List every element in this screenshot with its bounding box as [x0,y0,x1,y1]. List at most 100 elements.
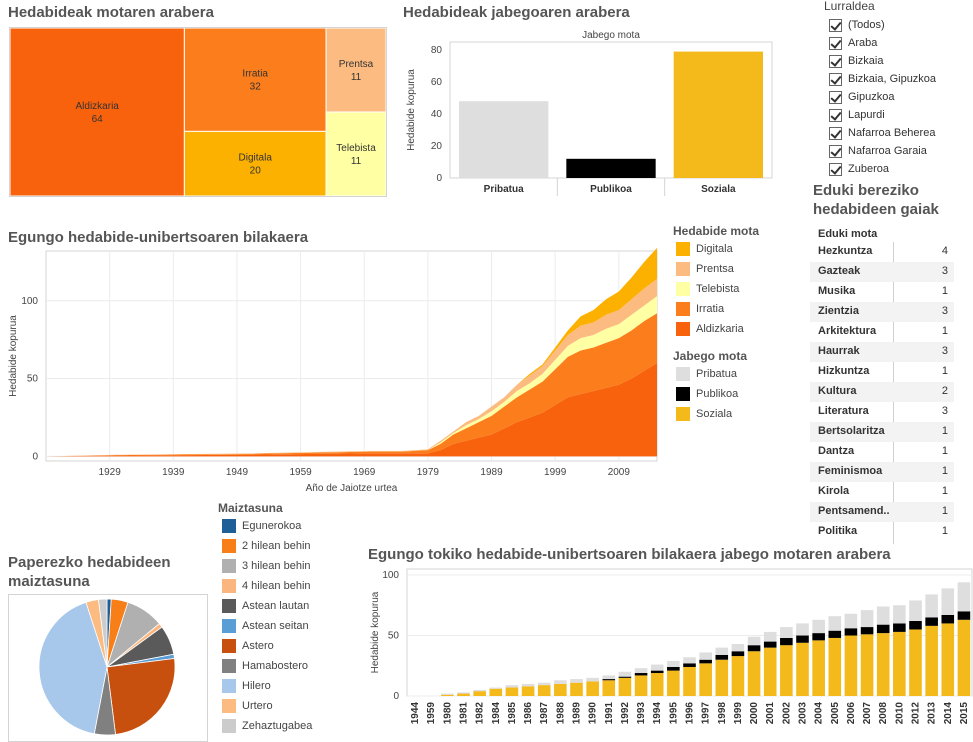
region-filter-item[interactable]: (Todos) [829,16,885,34]
checkbox-checked-icon[interactable] [829,108,842,122]
local-bar-soziala[interactable] [780,645,793,696]
region-filter-item[interactable]: Lapurdi [829,106,885,124]
region-filter-item[interactable]: Araba [829,34,877,52]
local-bar-pribatua[interactable] [812,619,825,634]
ownership-bar-publikoa[interactable] [566,158,656,178]
local-bar-soziala[interactable] [796,642,809,696]
local-bar-soziala[interactable] [747,651,761,696]
local-bar-soziala[interactable] [521,686,535,696]
local-bar-soziala[interactable] [893,631,906,696]
local-bar-publikoa[interactable] [699,659,712,664]
evolution-area-irratia[interactable] [46,313,657,457]
local-bar-pribatua[interactable] [893,605,906,624]
local-bar-soziala[interactable] [715,659,729,696]
region-filter-item[interactable]: Nafarroa Beherea [829,124,935,142]
local-bar-pribatua[interactable] [860,610,874,628]
checkbox-checked-icon[interactable] [829,72,842,86]
local-bar-pribatua[interactable] [715,647,729,655]
local-bar-pribatua[interactable] [618,671,632,677]
local-bar-publikoa[interactable] [667,666,680,671]
ownership-chart[interactable]: Jabego mota 0 20 40 60 80 Hedabide kopurua Prib… [400,26,780,196]
checkbox-checked-icon[interactable] [829,162,842,176]
local-bar-pribatua[interactable] [489,687,503,689]
local-bar-pribatua[interactable] [941,588,955,615]
local-bar-soziala[interactable] [763,647,777,696]
local-bar-soziala[interactable] [473,691,486,696]
local-bar-publikoa[interactable] [941,614,955,624]
checkbox-checked-icon[interactable] [829,144,842,158]
local-bar-pribatua[interactable] [780,627,793,638]
local-bar-pribatua[interactable] [537,682,551,686]
local-bar-publikoa[interactable] [925,617,938,626]
region-filter-item[interactable]: Zuberoa [829,160,889,178]
ownership-bar-soziala[interactable] [673,51,763,178]
local-bar-publikoa[interactable] [602,679,616,681]
treemap-chart[interactable]: Aldizkaria 64 Irratia 32 Digitala 20 Prentsa 11… [10,28,386,196]
pie-slice-zehaztugabea[interactable] [98,598,108,668]
local-bar-pribatua[interactable] [602,675,616,680]
local-bar-pribatua[interactable] [909,600,922,622]
local-bar-publikoa[interactable] [828,630,842,638]
local-bar-soziala[interactable] [554,683,567,696]
local-bar-pribatua[interactable] [667,660,680,667]
local-bar-soziala[interactable] [634,675,648,696]
local-bar-soziala[interactable] [602,680,616,696]
evolution-chart[interactable]: 1929 1939 1949 1959 1969 1979 1989 1999 2009 0 50 1… [0,246,660,496]
local-bar-soziala[interactable] [812,640,825,696]
local-bar-publikoa[interactable] [634,673,648,676]
local-bar-soziala[interactable] [957,619,971,696]
evolution-area-aldizkaria[interactable] [46,363,657,457]
local-bar-publikoa[interactable] [715,654,729,660]
local-bar-publikoa[interactable] [731,651,745,657]
local-bar-publikoa[interactable] [796,635,809,643]
checkbox-checked-icon[interactable] [829,54,842,68]
local-bar-pribatua[interactable] [683,657,696,664]
local-bar-soziala[interactable] [941,623,955,696]
local-bar-publikoa[interactable] [812,633,825,641]
local-bar-pribatua[interactable] [473,689,486,692]
local-bar-publikoa[interactable] [876,624,890,634]
local-bar-publikoa[interactable] [909,621,922,630]
local-bar-pribatua[interactable] [441,693,454,695]
treemap-cell-telebista[interactable] [325,111,386,196]
local-bar-publikoa[interactable] [763,641,777,648]
ownership-bar-pribatua[interactable] [459,101,549,178]
local-bar-pribatua[interactable] [763,631,777,642]
local-bar-pribatua[interactable] [796,623,809,636]
local-bar-publikoa[interactable] [747,645,761,652]
local-bar-pribatua[interactable] [521,683,535,687]
local-bar-publikoa[interactable] [650,670,664,674]
local-bar-soziala[interactable] [828,637,842,696]
checkbox-checked-icon[interactable] [829,90,842,104]
local-bar-pribatua[interactable] [844,613,858,629]
local-bar-soziala[interactable] [537,685,551,696]
treemap-cell-digitala[interactable] [183,130,327,196]
local-bar-pribatua[interactable] [554,680,567,684]
local-bar-soziala[interactable] [909,629,922,696]
local-bar-soziala[interactable] [844,635,858,696]
region-filter-item[interactable]: Nafarroa Garaia [829,142,927,160]
local-bar-soziala[interactable] [731,656,745,696]
local-bar-publikoa[interactable] [860,627,874,635]
checkbox-checked-icon[interactable] [829,36,842,50]
local-bar-pribatua[interactable] [586,677,599,682]
local-bar-publikoa[interactable] [893,623,906,632]
local-bar-soziala[interactable] [683,666,696,696]
treemap-cell-irratia[interactable] [183,28,327,132]
local-bar-soziala[interactable] [699,663,712,696]
local-bar-soziala[interactable] [457,693,470,696]
local-bar-publikoa[interactable] [844,628,858,636]
local-bar-pribatua[interactable] [634,668,648,674]
local-bar-publikoa[interactable] [957,611,971,620]
local-bar-pribatua[interactable] [457,692,470,694]
treemap-cell-prentsa[interactable] [325,28,386,113]
local-bar-pribatua[interactable] [828,616,842,631]
region-filter-item[interactable]: Bizkaia, Gipuzkoa [829,70,936,88]
local-bar-soziala[interactable] [667,670,680,696]
local-bar-pribatua[interactable] [731,643,745,652]
checkbox-checked-icon[interactable] [829,126,842,140]
local-bar-pribatua[interactable] [505,685,519,688]
local-bar-pribatua[interactable] [650,664,664,671]
region-filter-item[interactable]: Gipuzkoa [829,88,894,106]
